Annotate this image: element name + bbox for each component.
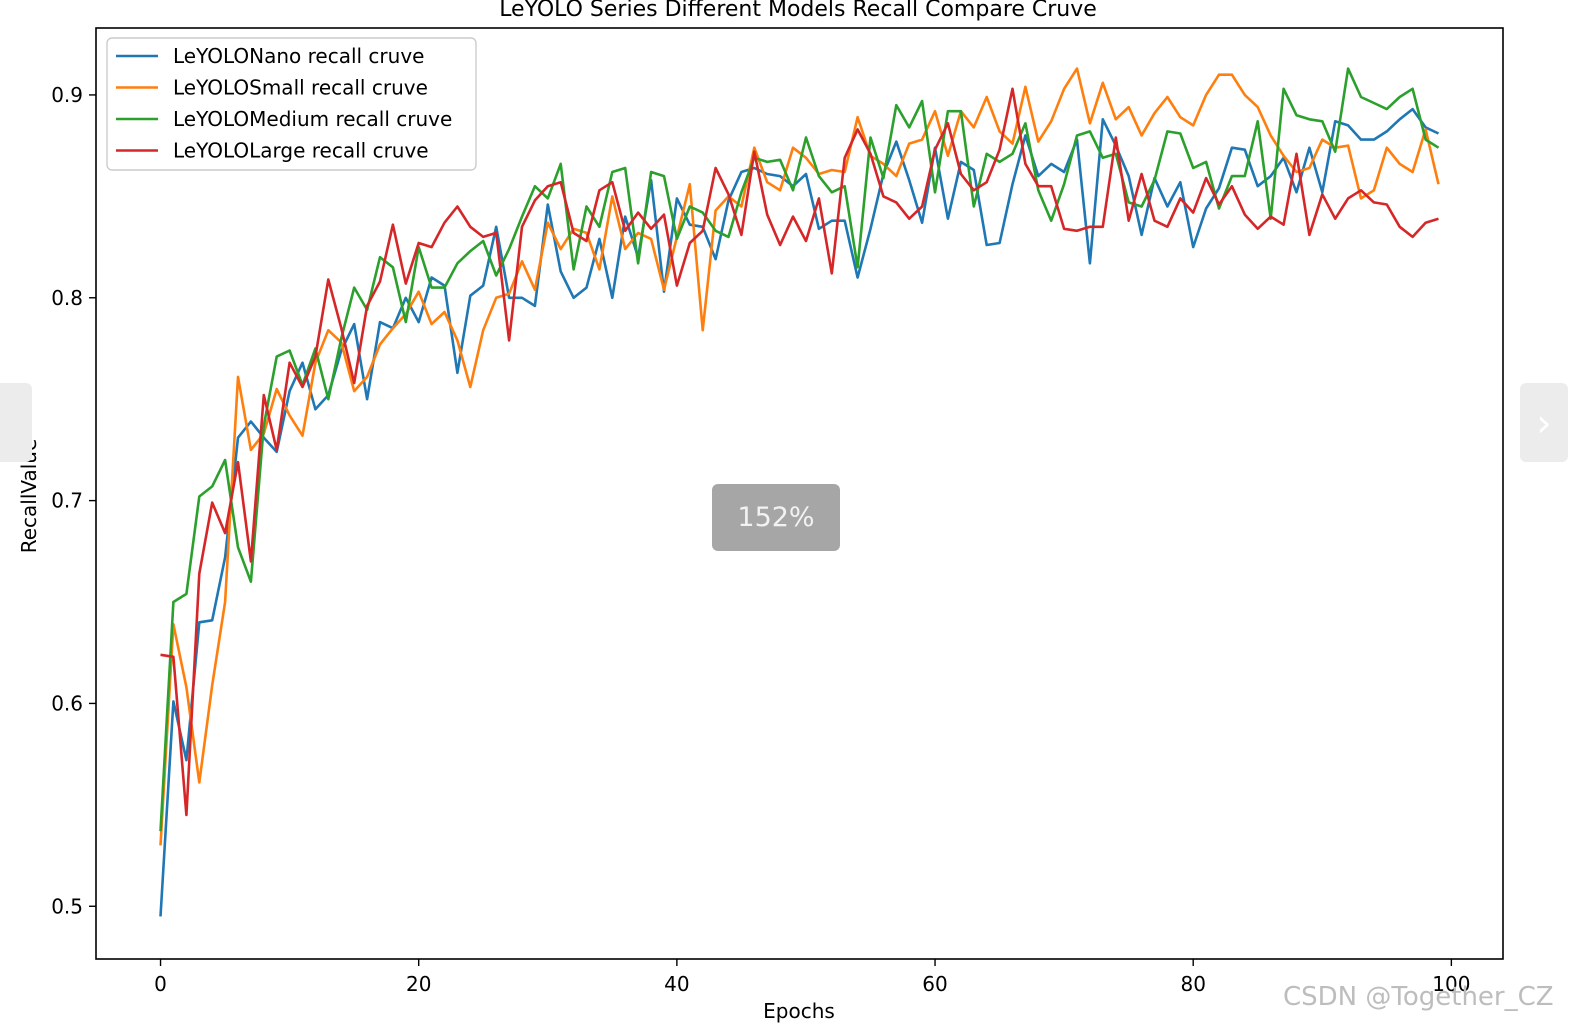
y-tick-label: 0.7 <box>51 489 83 513</box>
chart-title: LeYOLO Series Different Models Recall Co… <box>499 0 1097 22</box>
series-line-3 <box>160 87 1439 817</box>
legend-entry: LeYOLONano recall cruve <box>173 44 424 68</box>
legend-entry: LeYOLOMedium recall cruve <box>173 107 452 131</box>
watermark: CSDN @Together_CZ <box>1283 982 1554 1012</box>
chevron-right-icon: › <box>1536 400 1552 445</box>
plot-area-frame <box>95 27 1504 960</box>
legend-box <box>106 37 477 171</box>
x-tick-label: 100 <box>1432 972 1470 996</box>
y-axis-ticks: 0.5 0.6 0.7 0.8 0.9 <box>51 83 96 918</box>
previous-image-button[interactable] <box>0 383 32 462</box>
x-tick-label: 60 <box>922 972 947 996</box>
legend: LeYOLONano recall cruve LeYOLOSmall recal… <box>106 37 477 171</box>
series-line-1 <box>159 67 1440 846</box>
y-tick-label: 0.9 <box>51 83 83 107</box>
y-tick-label: 0.8 <box>51 286 83 310</box>
x-axis-label: Epochs <box>763 999 835 1023</box>
x-tick-label: 80 <box>1180 972 1205 996</box>
legend-entry: LeYOLOSmall recall cruve <box>173 76 428 100</box>
x-axis-ticks: 0 20 40 60 80 100 <box>154 959 1470 996</box>
series-lines <box>159 67 1440 917</box>
series-line-2 <box>159 67 1440 832</box>
x-tick-label: 20 <box>406 972 431 996</box>
x-tick-label: 40 <box>664 972 689 996</box>
x-tick-label: 0 <box>154 972 167 996</box>
y-tick-label: 0.5 <box>51 894 83 918</box>
next-image-button[interactable]: › <box>1520 383 1568 462</box>
zoom-level-badge: 152% <box>712 484 840 551</box>
y-tick-label: 0.6 <box>51 691 83 715</box>
legend-entry: LeYOLOLarge recall cruve <box>173 139 429 163</box>
